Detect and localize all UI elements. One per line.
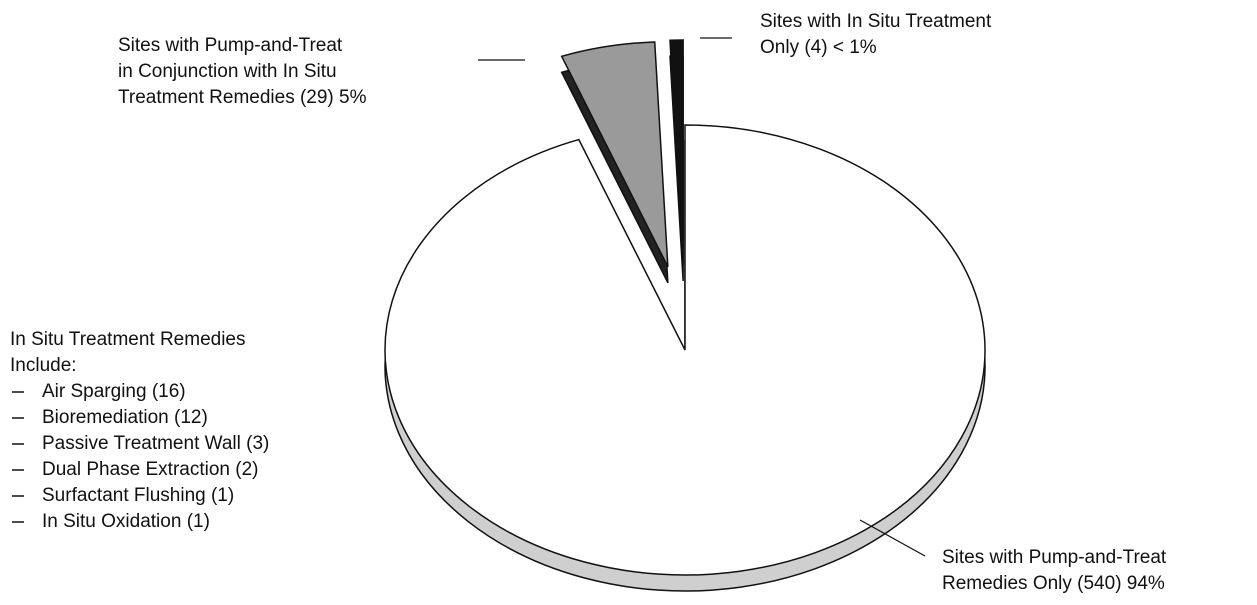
note-item: Air Sparging (16) [42,381,186,402]
slice-label: Only (4) < 1% [760,37,877,58]
note-heading: In Situ Treatment Remedies [10,329,246,350]
slice-label: Sites with In Situ Treatment [760,11,992,32]
leader-line [859,519,926,557]
note-item: Dual Phase Extraction (2) [42,459,259,480]
note-heading: Include: [10,355,77,376]
slice [669,39,684,266]
slice [560,41,669,268]
slice-label: Sites with Pump-and-Treat [942,547,1167,568]
slice-label: Sites with Pump-and-Treat [118,35,343,56]
slice-label: Remedies Only (540) 94% [942,573,1165,594]
slice [384,124,986,576]
slice-label: Treatment Remedies (29) 5% [118,87,367,108]
note-item: Surfactant Flushing (1) [42,485,234,506]
note-item: Passive Treatment Wall (3) [42,433,269,454]
slice-label: in Conjunction with In Situ [118,61,337,82]
note-item: Bioremediation (12) [42,407,208,428]
note-item: In Situ Oxidation (1) [42,511,210,532]
